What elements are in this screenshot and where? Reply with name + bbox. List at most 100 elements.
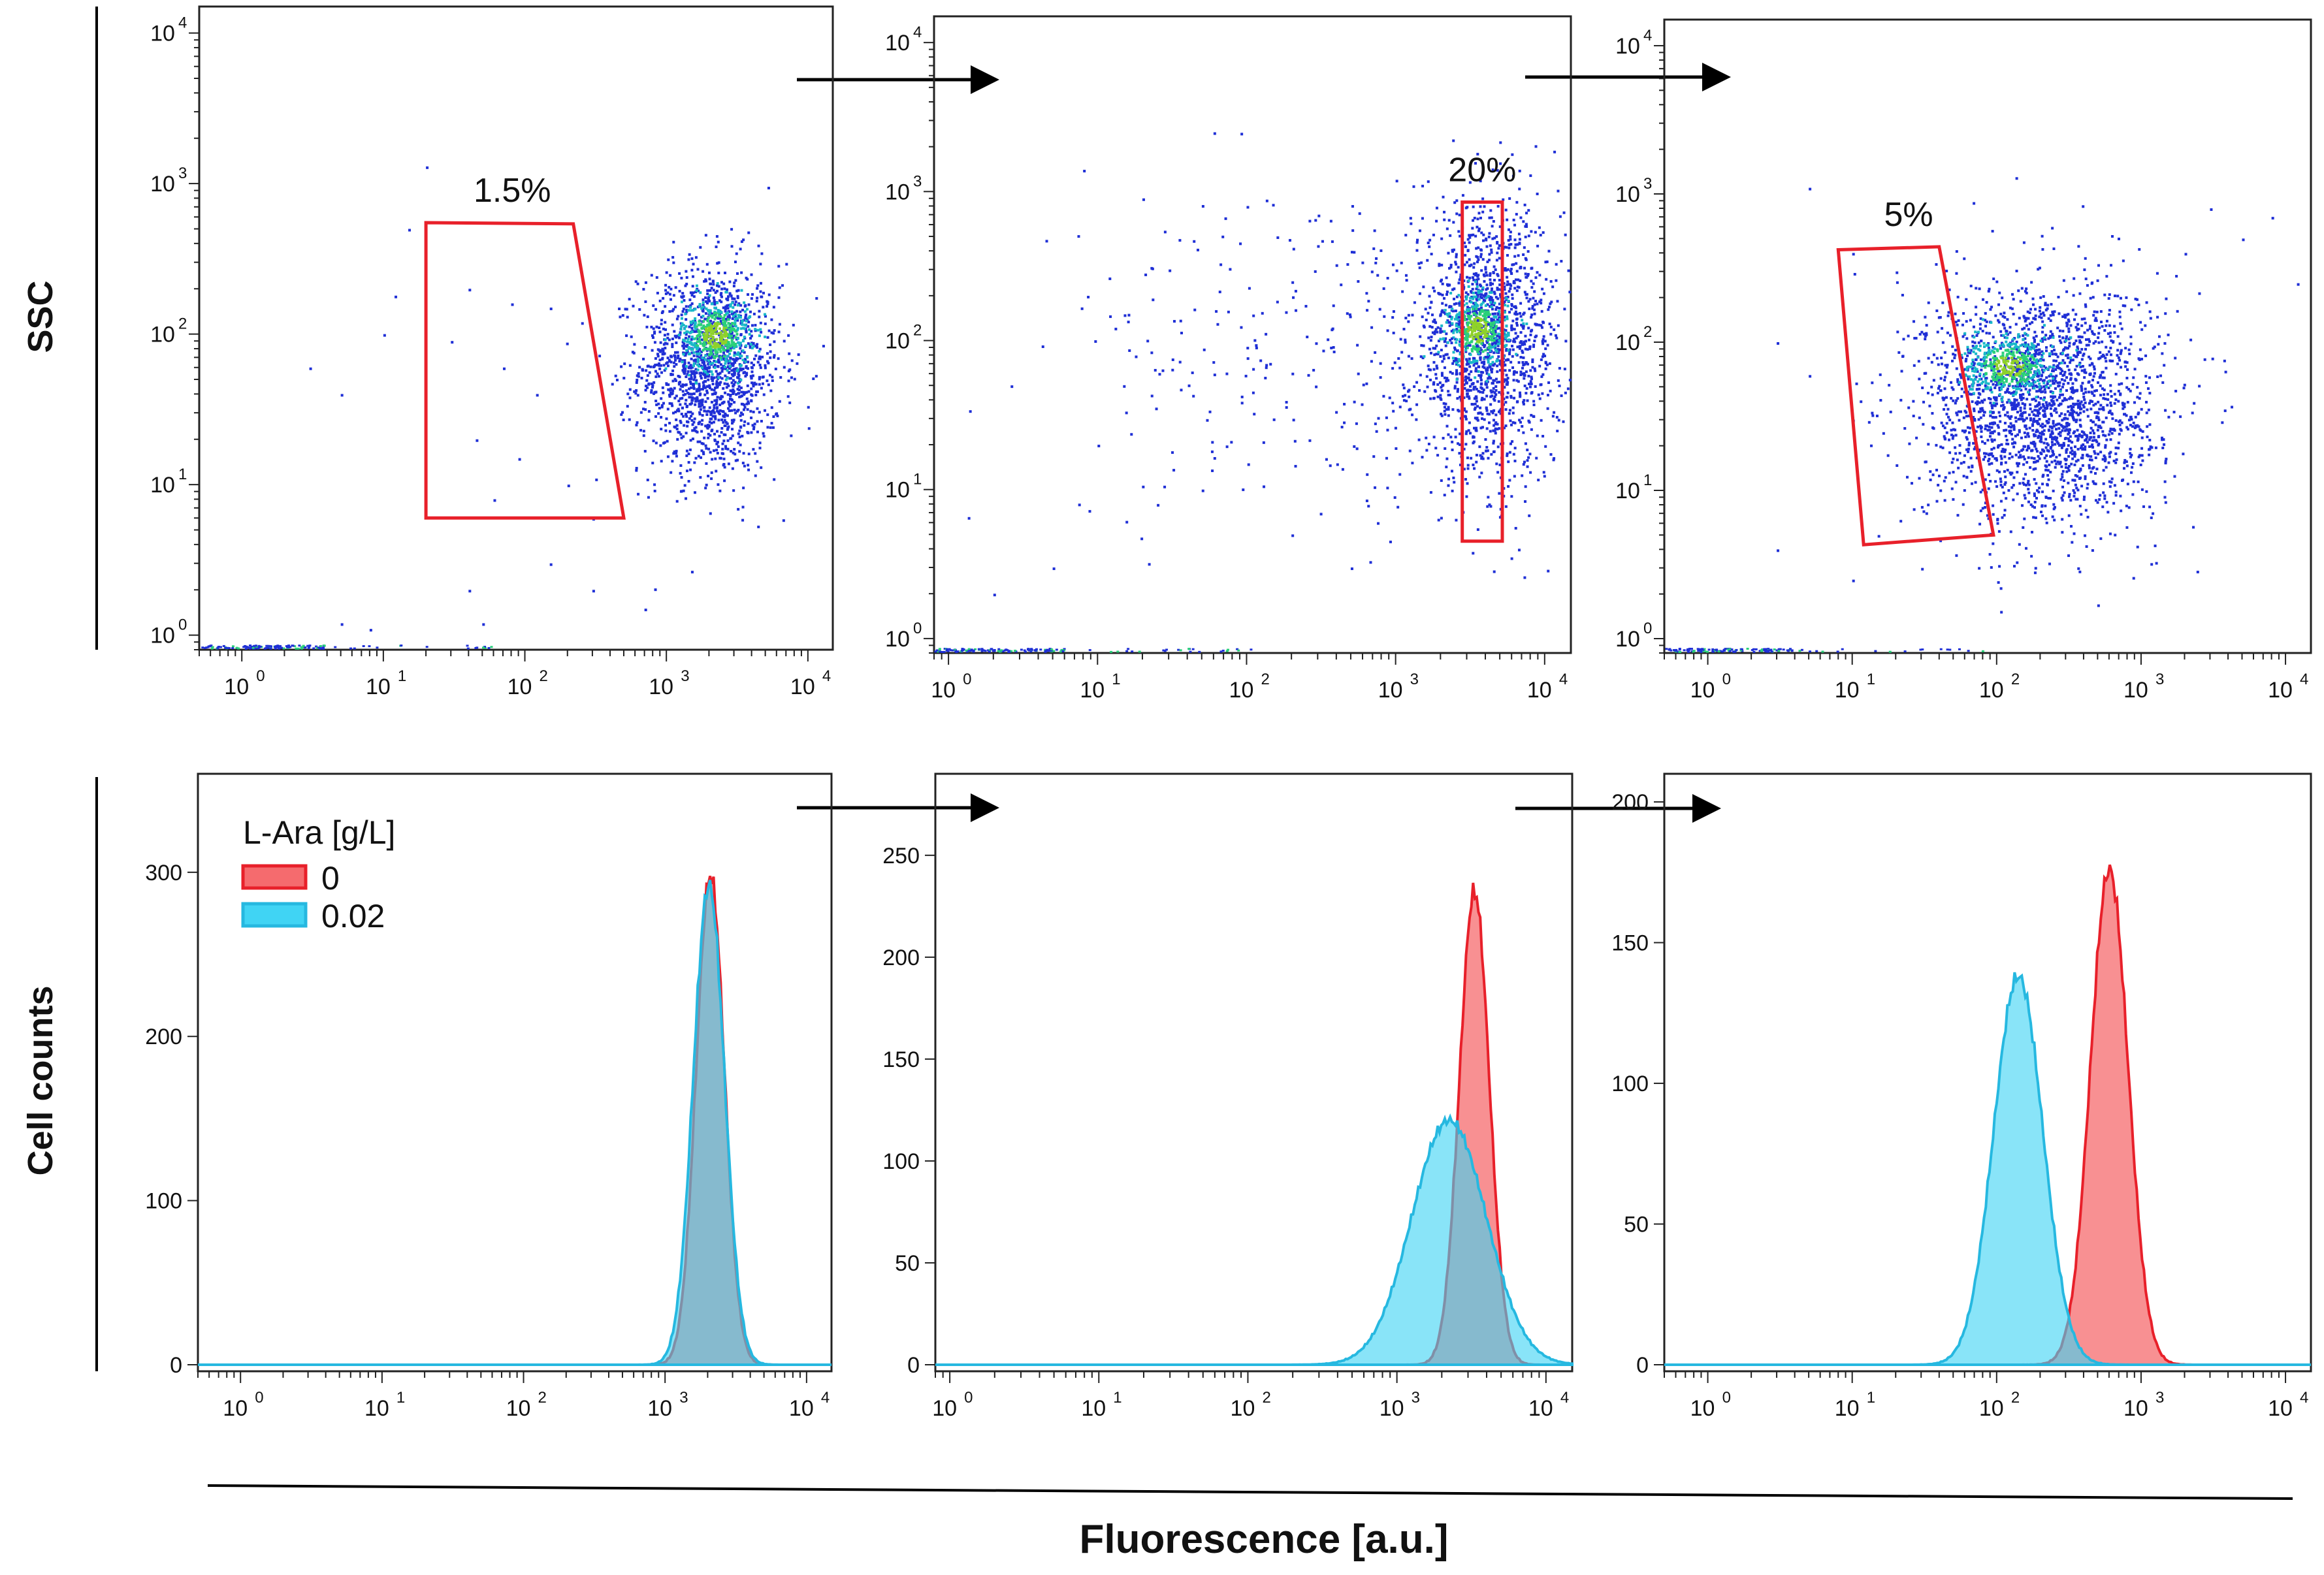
scatter-point	[1411, 314, 1413, 317]
scatter-point	[1425, 319, 1428, 321]
scatter-point	[1293, 419, 1295, 421]
scatter-point	[212, 646, 214, 648]
scatter-point	[1314, 219, 1317, 221]
scatter-point	[1512, 412, 1515, 415]
scatter-point	[216, 647, 219, 649]
scatter-point	[1465, 496, 1468, 498]
scatter-point	[2053, 518, 2056, 521]
scatter-point	[1472, 436, 1474, 438]
scatter-point	[697, 329, 700, 332]
y-tick-label: 10	[885, 329, 910, 354]
scatter-point	[651, 462, 654, 464]
scatter-point	[1444, 403, 1447, 406]
scatter-point	[1489, 301, 1492, 304]
scatter-point	[1245, 375, 1248, 377]
scatter-point	[693, 392, 696, 395]
scatter-point	[1438, 518, 1440, 521]
scatter-point	[721, 377, 724, 380]
scatter-point	[747, 400, 749, 403]
scatter-point	[1050, 648, 1053, 650]
scatter-point	[688, 377, 690, 380]
scatter-point	[651, 274, 653, 277]
scatter-point	[691, 294, 694, 296]
scatter-point	[1546, 364, 1549, 366]
scatter-point	[1445, 377, 1448, 380]
scatter-point	[1494, 385, 1497, 388]
scatter-point	[702, 301, 705, 304]
scatter-point	[712, 283, 715, 285]
scatter-point	[1521, 343, 1523, 346]
scatter-point	[701, 366, 703, 369]
scatter-point	[1541, 374, 1544, 376]
scatter-point	[2101, 325, 2104, 328]
scatter-point	[709, 451, 712, 454]
scatter-point	[1569, 379, 1572, 381]
scatter-point	[1508, 239, 1510, 242]
scatter-point	[1489, 430, 1492, 432]
scatter-point	[690, 257, 693, 260]
scatter-point	[1351, 251, 1353, 253]
scatter-point	[1510, 495, 1513, 498]
scatter-point	[1453, 287, 1455, 290]
scatter-point	[688, 341, 691, 343]
scatter-point	[717, 309, 720, 311]
scatter-point	[1510, 424, 1513, 426]
scatter-point	[1496, 370, 1498, 373]
scatter-point	[636, 421, 639, 424]
scatter-point	[750, 366, 753, 369]
scatter-point	[1295, 465, 1297, 468]
scatter-point	[706, 293, 709, 295]
scatter-point	[788, 353, 790, 355]
scatter-point	[1387, 329, 1389, 332]
scatter-point	[1485, 304, 1487, 307]
scatter-point	[1466, 392, 1468, 395]
scatter-point	[678, 334, 681, 336]
scatter-point	[2119, 322, 2122, 325]
scatter-point	[1452, 140, 1455, 142]
scatter-point	[1061, 650, 1064, 652]
scatter-point	[1523, 311, 1526, 314]
scatter-point	[1404, 234, 1407, 236]
scatter-point	[1510, 396, 1513, 399]
x-tick-label: 10	[790, 675, 815, 699]
scatter-point	[1541, 435, 1544, 438]
scatter-point	[1046, 240, 1048, 242]
scatter-point	[1513, 373, 1515, 375]
scatter-point	[2090, 297, 2092, 300]
scatter-point	[683, 299, 685, 302]
scatter-point	[750, 400, 752, 402]
scatter-point	[703, 406, 705, 409]
scatter-point	[1507, 349, 1509, 352]
scatter-point	[408, 229, 411, 232]
scatter-point	[716, 410, 718, 413]
scatter-point	[1472, 364, 1475, 367]
scatter-point	[705, 445, 707, 447]
scatter-point	[647, 419, 650, 421]
scatter-point	[1525, 485, 1527, 488]
scatter-point	[658, 326, 660, 329]
scatter-point	[732, 489, 735, 492]
scatter-point	[2106, 393, 2109, 396]
scatter-point	[1457, 388, 1459, 390]
scatter-point	[711, 302, 713, 305]
scatter-point	[717, 241, 720, 244]
scatter-point	[1494, 393, 1497, 396]
scatter-point	[1491, 371, 1493, 374]
scatter-point	[724, 424, 727, 427]
scatter-point	[1513, 389, 1515, 392]
scatter-point	[1505, 246, 1508, 249]
scatter-point	[1530, 377, 1533, 380]
y-tick-label: 10	[885, 478, 910, 503]
y-tick-label: 10	[885, 31, 910, 56]
scatter-point	[1543, 471, 1545, 473]
scatter-point	[1376, 274, 1379, 277]
scatter-point	[664, 328, 667, 331]
scatter-point	[1467, 321, 1470, 324]
scatter-point	[642, 358, 645, 360]
scatter-point	[1489, 403, 1492, 406]
scatter-point	[668, 422, 671, 424]
scatter-point	[208, 645, 210, 647]
scatter-point	[1437, 351, 1440, 353]
scatter-point	[742, 339, 745, 342]
scatter-point	[677, 315, 679, 317]
